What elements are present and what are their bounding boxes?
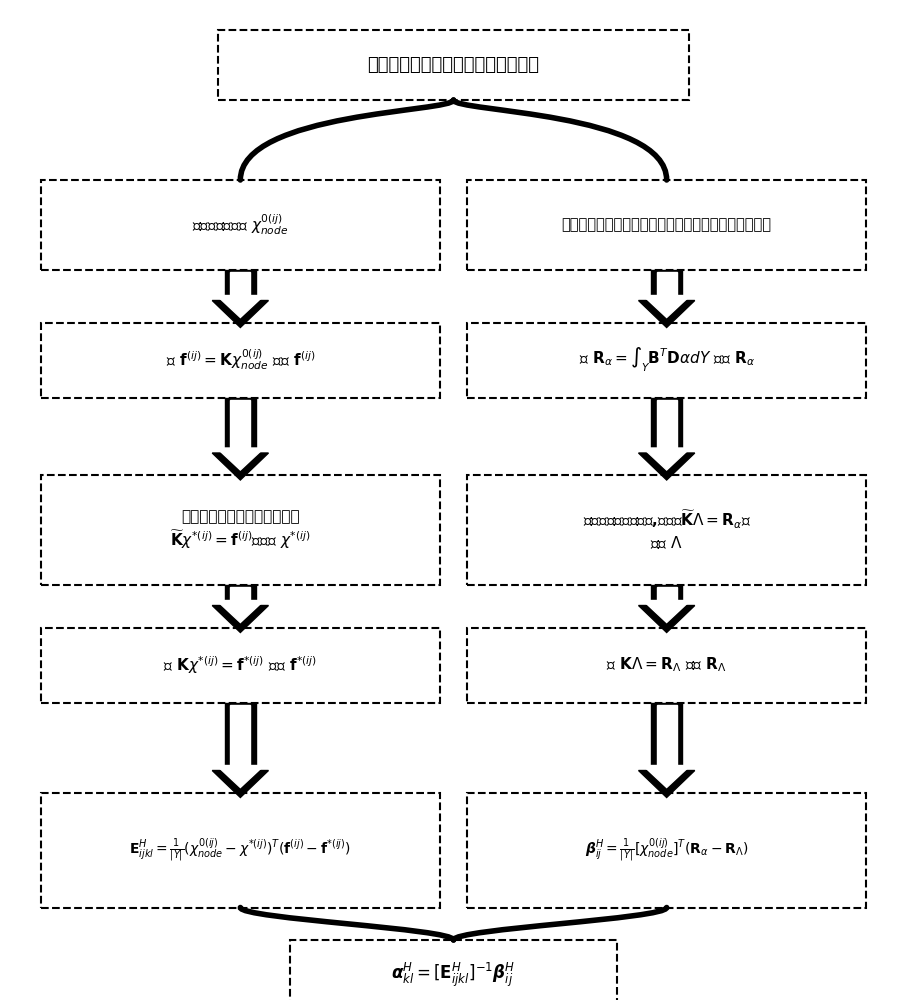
Polygon shape — [657, 704, 677, 766]
Polygon shape — [639, 770, 695, 798]
Text: 建立单胞有限元模型，设置材料参数: 建立单胞有限元模型，设置材料参数 — [367, 56, 540, 74]
Polygon shape — [230, 587, 250, 600]
Polygon shape — [643, 766, 690, 788]
Polygon shape — [651, 270, 682, 300]
Polygon shape — [212, 770, 268, 798]
Polygon shape — [212, 605, 268, 633]
Polygon shape — [643, 448, 690, 470]
FancyBboxPatch shape — [218, 30, 689, 100]
FancyBboxPatch shape — [41, 628, 440, 702]
Polygon shape — [225, 270, 256, 300]
FancyBboxPatch shape — [467, 475, 866, 585]
Polygon shape — [217, 766, 264, 788]
Text: 由 $\mathbf{f}^{(ij)}=\mathbf{K}\chi_{node}^{0(ij)}$ 求解 $\mathbf{f}^{(ij)}$: 由 $\mathbf{f}^{(ij)}=\mathbf{K}\chi_{nod… — [166, 348, 315, 372]
FancyBboxPatch shape — [467, 628, 866, 702]
Text: $\boldsymbol{\alpha}_{kl}^H=[\mathbf{E}_{ijkl}^H]^{-1}\boldsymbol{\beta}_{ij}^H$: $\boldsymbol{\alpha}_{kl}^H=[\mathbf{E}_… — [391, 961, 516, 989]
Polygon shape — [225, 585, 256, 605]
Polygon shape — [230, 704, 250, 766]
Polygon shape — [217, 448, 264, 470]
Text: 施加周期性边界条件，并求解
$\widetilde{\mathbf{K}}\chi^{*(ij)}=\mathbf{f}^{(ij)}$，得到 $\chi^{*: 施加周期性边界条件，并求解 $\widetilde{\mathbf{K}}\ch… — [171, 509, 310, 551]
Polygon shape — [657, 587, 677, 600]
Polygon shape — [651, 397, 682, 453]
FancyBboxPatch shape — [41, 322, 440, 397]
FancyBboxPatch shape — [41, 792, 440, 908]
Polygon shape — [225, 702, 256, 770]
Polygon shape — [212, 300, 268, 328]
Text: $\mathbf{E}_{ijkl}^H=\frac{1}{|Y|}(\chi_{node}^{0(ij)}-\chi^{*(ij)})^T(\mathbf{f: $\mathbf{E}_{ijkl}^H=\frac{1}{|Y|}(\chi_… — [130, 836, 351, 864]
Polygon shape — [639, 300, 695, 328]
Text: 施加节点位移场 $\chi_{node}^{0(ij)}$: 施加节点位移场 $\chi_{node}^{0(ij)}$ — [192, 213, 288, 237]
Polygon shape — [639, 453, 695, 480]
Polygon shape — [643, 296, 690, 318]
Polygon shape — [230, 399, 250, 448]
FancyBboxPatch shape — [290, 940, 617, 1000]
Polygon shape — [212, 453, 268, 480]
Text: 由 $\mathbf{K}\chi^{*(ij)}=\mathbf{f}^{*(ij)}$ 求解 $\mathbf{f}^{*(ij)}$: 由 $\mathbf{K}\chi^{*(ij)}=\mathbf{f}^{*(… — [163, 654, 317, 676]
Polygon shape — [217, 600, 264, 622]
Polygon shape — [651, 702, 682, 770]
Text: 由 $\mathbf{K}\Lambda=\mathbf{R}_{\Lambda}$ 求解 $\mathbf{R}_{\Lambda}$: 由 $\mathbf{K}\Lambda=\mathbf{R}_{\Lambda… — [606, 656, 727, 674]
Polygon shape — [639, 605, 695, 633]
FancyBboxPatch shape — [467, 180, 866, 270]
Text: 施加周期性边界条件,并求解$\widetilde{\mathbf{K}}\Lambda=\mathbf{R}_{\alpha}$，
得到 $\Lambda$: 施加周期性边界条件,并求解$\widetilde{\mathbf{K}}\Lam… — [582, 509, 751, 551]
Polygon shape — [643, 600, 690, 622]
Polygon shape — [230, 272, 250, 296]
Text: 由 $\mathbf{R}_{\alpha}=\int_Y\mathbf{B}^T\mathbf{D}\alpha dY$ 求解 $\mathbf{R}_{\a: 由 $\mathbf{R}_{\alpha}=\int_Y\mathbf{B}^… — [579, 346, 755, 374]
FancyBboxPatch shape — [41, 180, 440, 270]
Text: $\boldsymbol{\beta}_{ij}^H=\frac{1}{|Y|}[\chi_{node}^{0(ij)}]^T(\mathbf{R}_{\alp: $\boldsymbol{\beta}_{ij}^H=\frac{1}{|Y|}… — [585, 836, 748, 864]
Polygon shape — [657, 399, 677, 448]
FancyBboxPatch shape — [41, 475, 440, 585]
Polygon shape — [217, 296, 264, 318]
Polygon shape — [657, 272, 677, 296]
Text: 约束单胞有限元模型的各节点的位移，施加单位负温升: 约束单胞有限元模型的各节点的位移，施加单位负温升 — [561, 218, 772, 232]
Polygon shape — [225, 397, 256, 453]
FancyBboxPatch shape — [467, 322, 866, 397]
FancyBboxPatch shape — [467, 792, 866, 908]
Polygon shape — [651, 585, 682, 605]
